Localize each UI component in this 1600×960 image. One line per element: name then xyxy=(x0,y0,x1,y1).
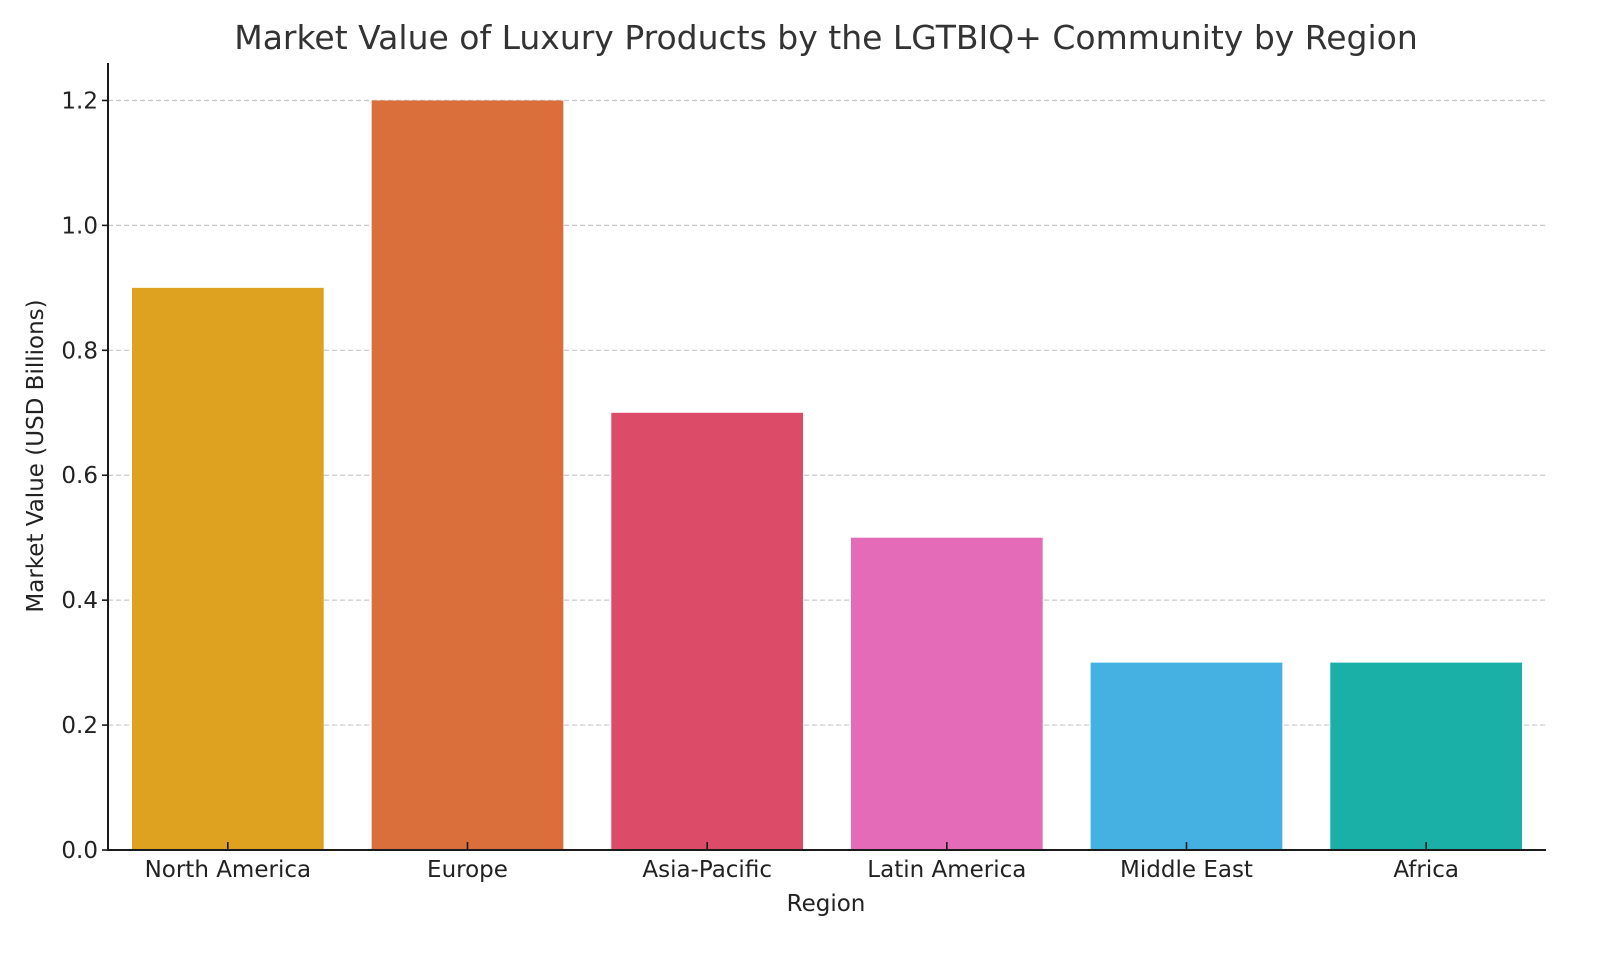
y-tick-label: 0.2 xyxy=(61,713,98,739)
x-tick-label: Middle East xyxy=(1120,857,1253,883)
x-axis-label: Region xyxy=(787,891,866,917)
bar-asia-pacific xyxy=(611,412,804,850)
bar-europe xyxy=(371,100,564,850)
bar-africa xyxy=(1330,662,1523,850)
bar-middle-east xyxy=(1090,662,1283,850)
y-tick-label: 0.8 xyxy=(61,338,98,364)
y-axis-ticks: 0.0 0.2 0.4 0.6 0.8 1.0 1.2 xyxy=(61,88,108,864)
y-tick-label: 1.2 xyxy=(61,88,98,114)
chart-title: Market Value of Luxury Products by the L… xyxy=(234,18,1418,57)
bar-latin-america xyxy=(850,537,1043,850)
y-tick-label: 0.0 xyxy=(61,838,98,864)
bars xyxy=(131,100,1523,850)
y-tick-label: 0.6 xyxy=(61,463,98,489)
x-tick-label: Africa xyxy=(1393,857,1459,883)
x-tick-label: Europe xyxy=(427,857,508,883)
x-tick-label: North America xyxy=(145,857,312,883)
x-tick-label: Latin America xyxy=(867,857,1026,883)
y-tick-label: 1.0 xyxy=(61,213,98,239)
x-tick-label: Asia-Pacific xyxy=(642,857,772,883)
y-axis-label: Market Value (USD Billions) xyxy=(23,299,49,612)
bar-north-america xyxy=(131,287,324,850)
y-tick-label: 0.4 xyxy=(61,588,98,614)
x-axis-ticks: North America Europe Asia-Pacific Latin Ame… xyxy=(145,842,1459,883)
